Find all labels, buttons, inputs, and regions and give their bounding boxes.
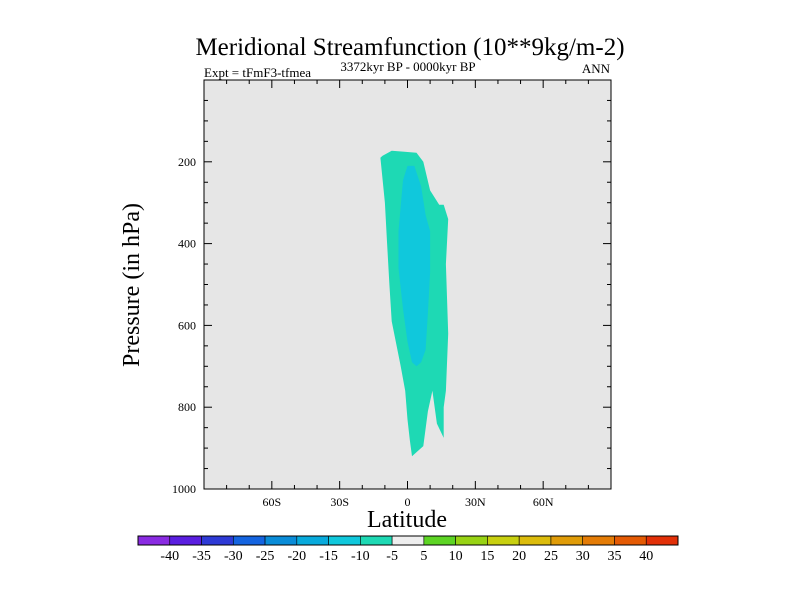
colorbar-box [455,535,488,546]
colorbar-label: 20 [512,549,526,564]
colorbar-box [391,535,425,546]
x-tick-label: 0 [405,495,411,509]
colorbar-label: 30 [576,549,590,564]
colorbar-box [487,535,520,546]
colorbar-label: -25 [256,549,275,564]
colorbar-box [169,535,202,546]
colorbar-label: -20 [287,549,306,564]
y-axis-label: Pressure (in hPa) [119,203,145,367]
contour-layer [380,150,449,457]
y-tick-label: 600 [178,318,196,332]
colorbar-box [296,535,329,546]
colorbar-label: 15 [480,549,494,564]
x-tick-label: 30S [330,495,349,509]
colorbar-label: -30 [224,549,243,564]
colorbar-label: -5 [386,549,398,564]
colorbar-box [614,535,647,546]
colorbar-label: -40 [160,549,179,564]
y-tick-label: 400 [178,237,196,251]
colorbar-label: 5 [420,549,427,564]
colorbar-box [423,535,456,546]
chart-title: Meridional Streamfunction (10**9kg/m-2) [195,34,624,61]
experiment-label: Expt = tFmF3-tfmea [204,65,311,80]
colorbar-box [360,535,393,546]
colorbar-label: 35 [607,549,621,564]
colorbar-box [201,535,234,546]
colorbar-box [137,535,171,546]
colorbar-label: -10 [351,549,370,564]
colorbar-box [328,535,361,546]
colorbar-label: 25 [544,549,558,564]
y-tick-label: 200 [178,155,196,169]
colorbar-label: -15 [319,549,338,564]
y-tick-label: 800 [178,400,196,414]
x-tick-label: 60S [262,495,281,509]
colorbar-box [550,535,584,546]
colorbar-frame [137,535,679,546]
season-label: ANN [582,61,611,76]
colorbar-box [645,535,679,546]
colorbar-label: 10 [449,549,463,564]
axis-layer: 60S 30S 0 30N 60N 200 400 600 800 1000 [172,79,612,509]
colorbar-box [582,535,615,546]
x-tick-label: 30N [465,495,486,509]
colorbar: -40 -35 -30 -25 -20 -15 -10 -5 5 10 15 20 25 30 35 40 [137,535,679,564]
x-axis-label: Latitude [367,507,447,533]
colorbar-box [518,535,552,546]
x-tick-label: 60N [533,495,554,509]
colorbar-box [264,535,298,546]
time-range-label: 3372kyr BP - 0000kyr BP [340,59,475,74]
colorbar-label: -35 [192,549,211,564]
contour-region-2 [398,165,431,367]
colorbar-box [232,535,266,546]
y-tick-label: 1000 [172,482,196,496]
colorbar-label: 40 [639,549,653,564]
